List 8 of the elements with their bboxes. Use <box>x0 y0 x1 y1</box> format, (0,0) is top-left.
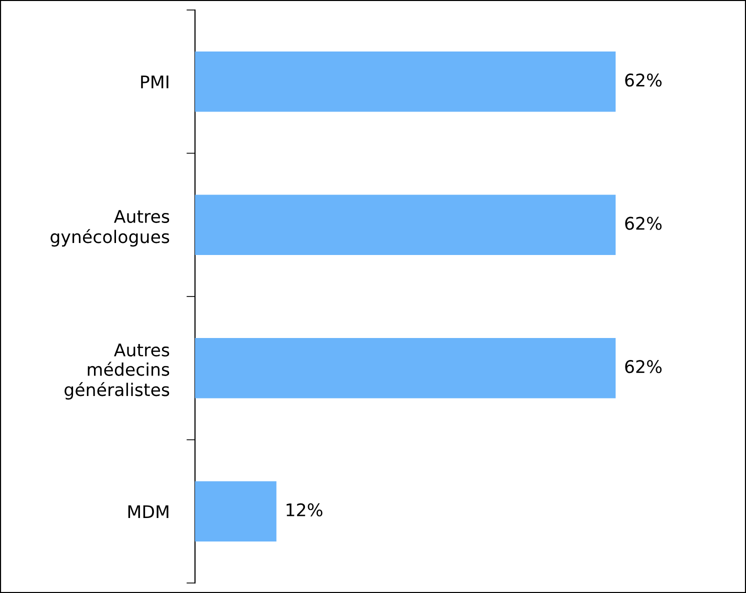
y-tick-label: MDM <box>128 505 168 518</box>
y-tick-label: Autres gynécologues <box>50 210 170 247</box>
data-label: 12% <box>286 503 322 516</box>
data-label: 62% <box>625 74 662 87</box>
data-label: 62% <box>625 360 662 374</box>
y-tick-label: PMI <box>141 76 168 88</box>
y-tick-label: Autres médecins généralistes <box>64 344 170 400</box>
data-label: 62% <box>625 216 662 230</box>
